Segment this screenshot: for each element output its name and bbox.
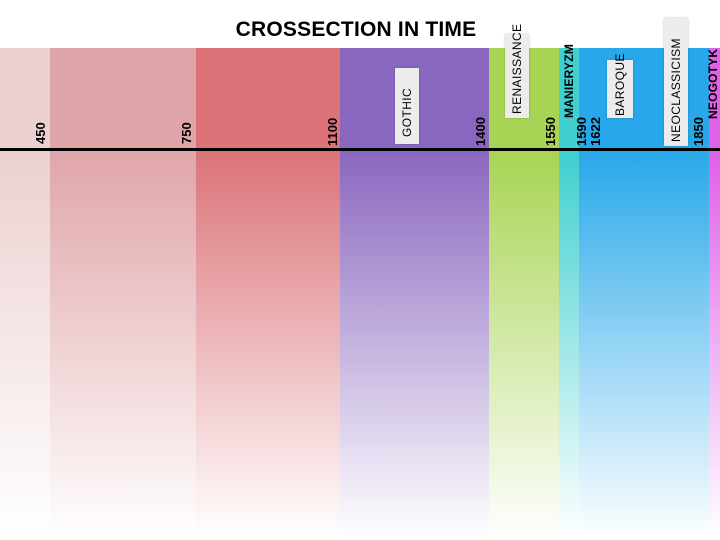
gothic-label-box [395, 68, 419, 144]
year-750: 750 [179, 122, 194, 144]
year-1550: 1550 [543, 117, 558, 146]
band-1100 [196, 48, 340, 540]
baroque-label-box [607, 60, 633, 118]
period-baroque: BAROQUE [613, 53, 627, 116]
band-750 [50, 48, 196, 540]
year-1622: 1622 [588, 117, 603, 146]
diagram-title: CROSSECTION IN TIME [235, 18, 477, 41]
year-450: 450 [33, 122, 48, 144]
year-1850: 1850 [691, 117, 706, 146]
period-gothic: GOTHIC [400, 87, 414, 137]
year-1400: 1400 [473, 117, 488, 146]
band-manieryzm [559, 48, 579, 540]
year-1590: 1590 [574, 117, 589, 146]
band-renaissance [489, 48, 559, 540]
band-450 [0, 48, 50, 540]
period-neogotyk: NEOGOTYK [706, 48, 720, 119]
period-manieryzm: MANIERYZM [562, 43, 576, 118]
timeline-axis [0, 148, 720, 151]
period-neoclassicism: NEOCLASSICISM [669, 38, 683, 142]
period-renaissance: RENAISSANCE [510, 23, 524, 114]
band-neogotyk [709, 48, 720, 540]
neoclassicism-label-box [664, 18, 688, 146]
year-1100: 1100 [325, 117, 340, 146]
renaissance-label-box [505, 34, 529, 118]
